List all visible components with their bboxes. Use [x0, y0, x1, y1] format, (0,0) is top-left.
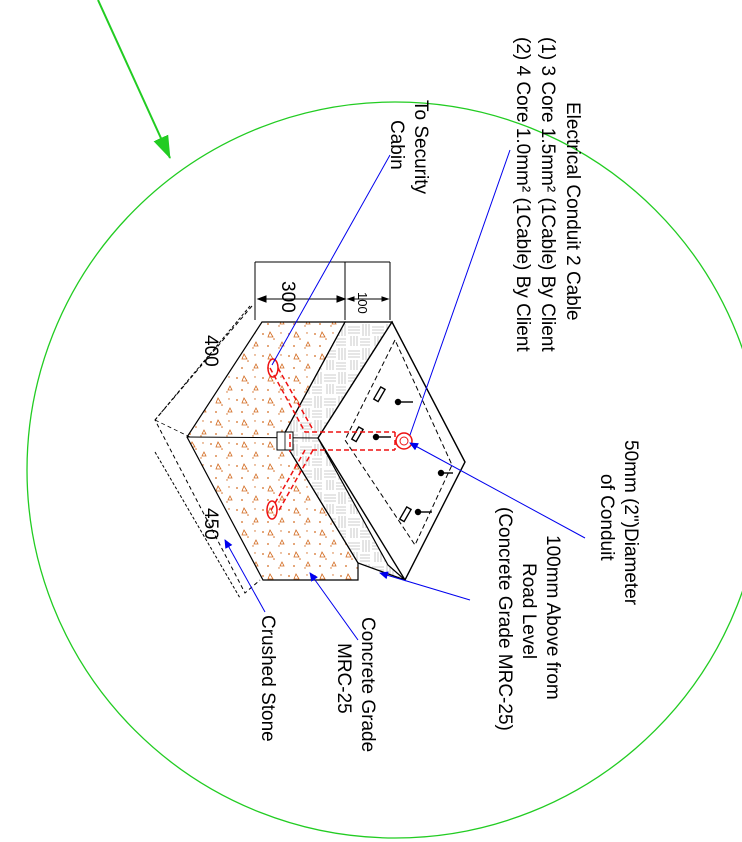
conduit-outlet — [395, 432, 413, 450]
leader-lines — [224, 149, 586, 641]
road-label-line1: 100mm Above from — [542, 535, 563, 700]
conduit-end-bottom — [266, 500, 278, 520]
crushed-stone-layer — [154, 305, 261, 594]
concrete-label-line1: Concrete Grade — [357, 617, 378, 752]
conduit-label-line2: (1) 3 Core 1.5mm² (1Cable) By Client — [537, 37, 558, 352]
concrete-label-line2: MRC-25 — [333, 643, 354, 714]
conduit-label-line3: (2) 4 Core 1.0mm² (1Cable) By Client — [512, 37, 533, 352]
diameter-label-line2: of Conduit — [596, 474, 617, 561]
conduit-outlet-inner — [399, 436, 409, 446]
isometric-block — [154, 305, 466, 594]
dimension-lines — [154, 261, 391, 599]
crushed-stone-label: Crushed Stone — [257, 615, 278, 742]
dim-300: 300 — [277, 281, 298, 313]
security-label-line2: Cabin — [386, 120, 407, 170]
security-label-line1: To Security — [410, 100, 431, 194]
dim-100: 100 — [355, 292, 370, 314]
dim-400: 400 — [200, 335, 221, 367]
road-label-line3: (Concrete Grade MRC-25) — [494, 507, 515, 731]
detail-circle — [26, 101, 742, 839]
conduit-route — [269, 367, 396, 513]
callout-arrow — [97, 0, 171, 159]
dim-450: 450 — [200, 508, 221, 540]
conduit-end-top — [267, 358, 279, 378]
anchor-bolts — [350, 385, 453, 523]
conduit-label-line1: Electrical Conduit 2 Cable — [562, 102, 583, 321]
crushed-stone-divider — [154, 419, 191, 438]
slab-edge — [391, 321, 466, 463]
diameter-label-line1: 50mm (2")Diameter — [620, 440, 641, 606]
annotation-text: Electrical Conduit 2 Cable (1) 3 Core 1.… — [200, 37, 641, 752]
block-centre-line — [186, 436, 319, 439]
road-label-line2: Road Level — [518, 563, 539, 659]
top-slab-inner — [344, 338, 453, 547]
